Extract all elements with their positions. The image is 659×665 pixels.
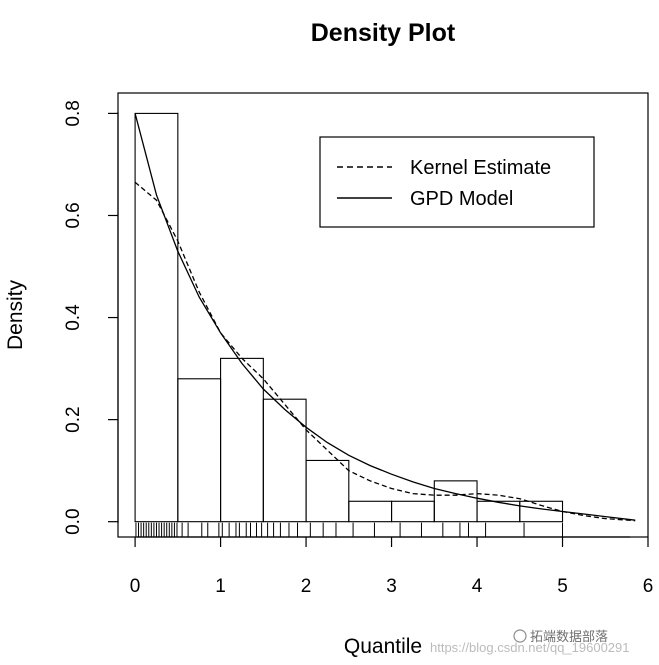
y-tick-label: 0.0 (63, 508, 84, 534)
x-axis: 0 1 2 3 4 5 6 (130, 536, 654, 597)
hist-bar (177, 378, 222, 523)
x-tick-label: 6 (643, 576, 654, 597)
hist-bar (433, 480, 478, 523)
x-tick-label: 2 (301, 576, 312, 597)
hist-bar (262, 398, 307, 523)
y-tick-label: 0.8 (63, 100, 84, 126)
density-curves (134, 113, 636, 522)
chart-title: Density Plot (311, 19, 456, 47)
hist-bar (134, 112, 179, 523)
y-tick-label: 0.4 (63, 304, 84, 331)
x-tick-label: 4 (472, 576, 483, 597)
y-tick-label: 0.6 (63, 202, 84, 228)
rug-plot (135, 522, 564, 537)
watermark-brand-text: 拓端数据部落 (530, 629, 608, 644)
hist-bar (390, 500, 435, 523)
x-tick-label: 1 (215, 576, 226, 597)
legend: Kernel Estimate GPD Model (319, 136, 595, 228)
x-tick-label: 3 (386, 576, 397, 597)
legend-box (319, 136, 595, 228)
hist-bar (220, 357, 264, 523)
watermark-url: https://blog.csdn.net/qq_19600291 (430, 640, 630, 655)
hist-bar (519, 500, 564, 523)
gpd-model-line (134, 113, 636, 521)
watermark-logo (513, 629, 527, 643)
x-tick-label: 5 (557, 576, 568, 597)
watermark-brand: 拓端数据部落 (513, 629, 608, 644)
legend-gpd-label: GPD Model (410, 188, 513, 210)
watermark: https://blog.csdn.net/qq_19600291 拓端数据部落 (430, 629, 630, 655)
hist-bar (348, 500, 393, 523)
y-axis-title: Density (4, 279, 27, 350)
kernel-estimate-line (134, 181, 636, 522)
legend-kernel-label: Kernel Estimate (410, 157, 551, 179)
y-axis: 0.0 0.2 0.4 0.6 0.8 (63, 100, 119, 535)
y-tick-label: 0.2 (63, 406, 84, 432)
hist-bar (305, 459, 350, 523)
x-tick-label: 0 (130, 576, 141, 597)
x-axis-title: Quantile (344, 635, 422, 658)
